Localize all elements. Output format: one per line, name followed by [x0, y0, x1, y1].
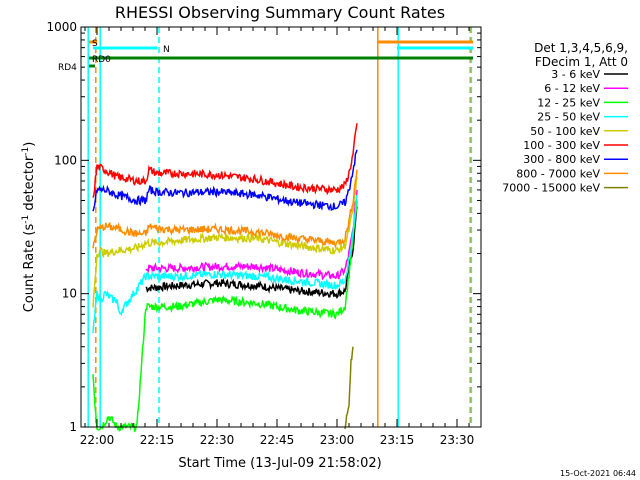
legend-label-1: 6 - 12 keV: [544, 82, 600, 95]
y-axis: 1 10 100 1000: [46, 20, 481, 434]
timestamp: 15-Oct-2021 06:44: [560, 469, 636, 478]
series-line-3: [92, 194, 358, 334]
y-tick-label-3: 1000: [46, 20, 77, 34]
legend-label-6: 300 - 800 keV: [523, 153, 600, 166]
x-tick-label-5: 23:15: [380, 433, 415, 447]
x-axis: 22:00 22:15 22:30 22:45 23:00 23:15 23:30: [80, 27, 475, 447]
plot-frame: [80, 26, 482, 428]
series-line-1: [145, 189, 358, 281]
x-tick-label-1: 22:15: [140, 433, 175, 447]
flag-label-n: N: [163, 45, 170, 55]
y-axis-label-end: ): [22, 142, 37, 147]
series-line-2: [92, 200, 358, 433]
legend-label-7: 800 - 7000 keV: [516, 167, 600, 180]
y-axis-label-sup1: -1: [21, 215, 31, 224]
x-tick-label-4: 23:00: [320, 433, 355, 447]
legend-label-2: 12 - 25 keV: [537, 96, 600, 109]
x-tick-label-2: 22:30: [200, 433, 235, 447]
x-tick-label-3: 22:45: [260, 433, 295, 447]
x-tick-label-0: 22:00: [80, 433, 115, 447]
legend-label-0: 3 - 6 keV: [551, 68, 600, 81]
legend-label-8: 7000 - 15000 keV: [502, 182, 600, 195]
legend-label-5: 100 - 300 keV: [523, 139, 600, 152]
x-axis-label: Start Time (13-Jul-09 21:58:02): [178, 456, 381, 471]
y-tick-label-1: 10: [62, 287, 77, 301]
y-tick-label-2: 100: [54, 153, 77, 167]
flag-label-rd4: RD4: [58, 63, 77, 73]
y-axis-label-mid: detector: [22, 155, 37, 215]
legend-header-2: FDecim 1, Att 0: [535, 55, 628, 69]
series-line-4: [92, 176, 358, 308]
y-axis-label-main: Count Rate (s: [22, 224, 37, 313]
y-axis-label: Count Rate (s-1 detector-1): [21, 142, 37, 313]
y-axis-label-sup2: -1: [21, 147, 31, 156]
series-line-8: [344, 346, 354, 430]
series-line-5: [92, 123, 358, 198]
plot-area: S N RD0 RD4: [58, 27, 473, 433]
series-line-6: [92, 149, 358, 212]
flag-label-rd0: RD0: [92, 55, 111, 65]
series-line-0: [145, 206, 358, 300]
legend: Det 1,3,4,5,6,9, FDecim 1, Att 0 3 - 6 k…: [502, 41, 628, 195]
x-tick-label-6: 23:30: [440, 433, 475, 447]
series-line-7: [92, 169, 358, 249]
y-tick-label-0: 1: [69, 420, 77, 434]
legend-header-1: Det 1,3,4,5,6,9,: [534, 41, 628, 55]
chart-title: RHESSI Observing Summary Count Rates: [115, 3, 445, 22]
legend-label-4: 50 - 100 keV: [530, 125, 600, 138]
flag-label-s: S: [92, 39, 98, 49]
legend-label-3: 25 - 50 keV: [537, 111, 600, 124]
